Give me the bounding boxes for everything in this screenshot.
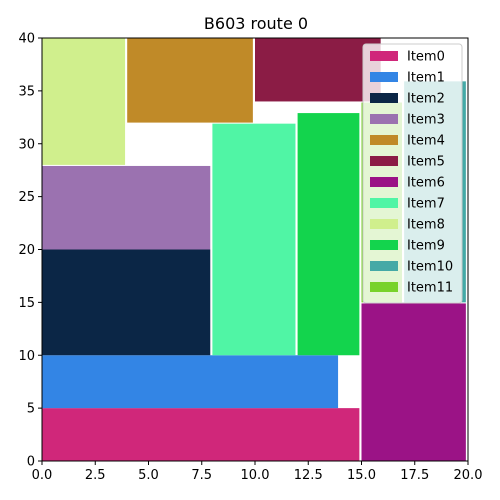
x-tick-label: 10.0 — [241, 468, 270, 483]
legend-swatch-7 — [370, 198, 398, 208]
legend-label-8: Item8 — [407, 218, 445, 233]
y-tick-label: 15 — [18, 296, 35, 311]
legend-label-9: Item9 — [407, 239, 445, 254]
legend: Item0 Item1 Item2 Item3 Item4 Item5 Item6 Item7… — [362, 43, 463, 304]
legend-swatch-3 — [370, 114, 398, 124]
legend-swatch-5 — [370, 156, 398, 166]
item-rect-9 — [297, 113, 360, 356]
item-rect-8 — [42, 38, 126, 165]
item-rect-5 — [255, 38, 381, 102]
axes: 0.0 2.5 5.0 7.5 10.0 12.5 15.0 17.5 20.0 0 5 10 15 20… — [18, 32, 482, 484]
x-tick-label: 20.0 — [454, 468, 483, 483]
legend-swatch-2 — [370, 93, 398, 103]
legend-label-1: Item1 — [407, 71, 445, 86]
legend-label-3: Item3 — [407, 113, 445, 128]
legend-swatch-1 — [370, 72, 398, 82]
legend-swatch-9 — [370, 240, 398, 250]
item-rect-6 — [361, 303, 466, 461]
legend-swatch-11 — [370, 282, 398, 292]
x-tick-label: 7.5 — [191, 468, 212, 483]
x-tick-label: 12.5 — [294, 468, 323, 483]
legend-swatch-6 — [370, 177, 398, 187]
item-rect-7 — [212, 123, 296, 356]
y-tick-label: 30 — [18, 137, 35, 152]
item-rect-3 — [42, 165, 211, 250]
x-tick-label: 17.5 — [400, 468, 429, 483]
y-tick-label: 35 — [18, 84, 35, 99]
item-rect-1 — [42, 355, 339, 409]
legend-label-11: Item11 — [407, 281, 453, 296]
y-tick-label: 10 — [18, 349, 35, 364]
y-tick-label: 25 — [18, 190, 35, 205]
y-tick-label: 20 — [18, 243, 35, 258]
legend-swatch-0 — [370, 51, 398, 61]
legend-label-4: Item4 — [407, 134, 445, 149]
x-tick-label: 0.0 — [32, 468, 53, 483]
item-rect-2 — [42, 249, 211, 356]
legend-label-7: Item7 — [407, 197, 445, 212]
legend-swatch-4 — [370, 135, 398, 145]
chart-title: B603 route 0 — [204, 14, 308, 33]
y-tick-label: 0 — [27, 455, 35, 470]
y-tick-label: 5 — [27, 402, 35, 417]
legend-label-10: Item10 — [407, 260, 453, 275]
legend-label-0: Item0 — [407, 50, 445, 65]
legend-label-6: Item6 — [407, 176, 445, 191]
y-tick-label: 40 — [18, 32, 35, 47]
legend-label-2: Item2 — [407, 92, 445, 107]
legend-box — [362, 43, 463, 304]
item-rect-4 — [127, 38, 253, 123]
legend-swatch-10 — [370, 261, 398, 271]
legend-swatch-8 — [370, 219, 398, 229]
x-tick-label: 15.0 — [347, 468, 376, 483]
item-rect-0 — [42, 408, 360, 461]
legend-label-5: Item5 — [407, 155, 445, 170]
x-tick-label: 5.0 — [138, 468, 159, 483]
x-tick-label: 2.5 — [85, 468, 106, 483]
